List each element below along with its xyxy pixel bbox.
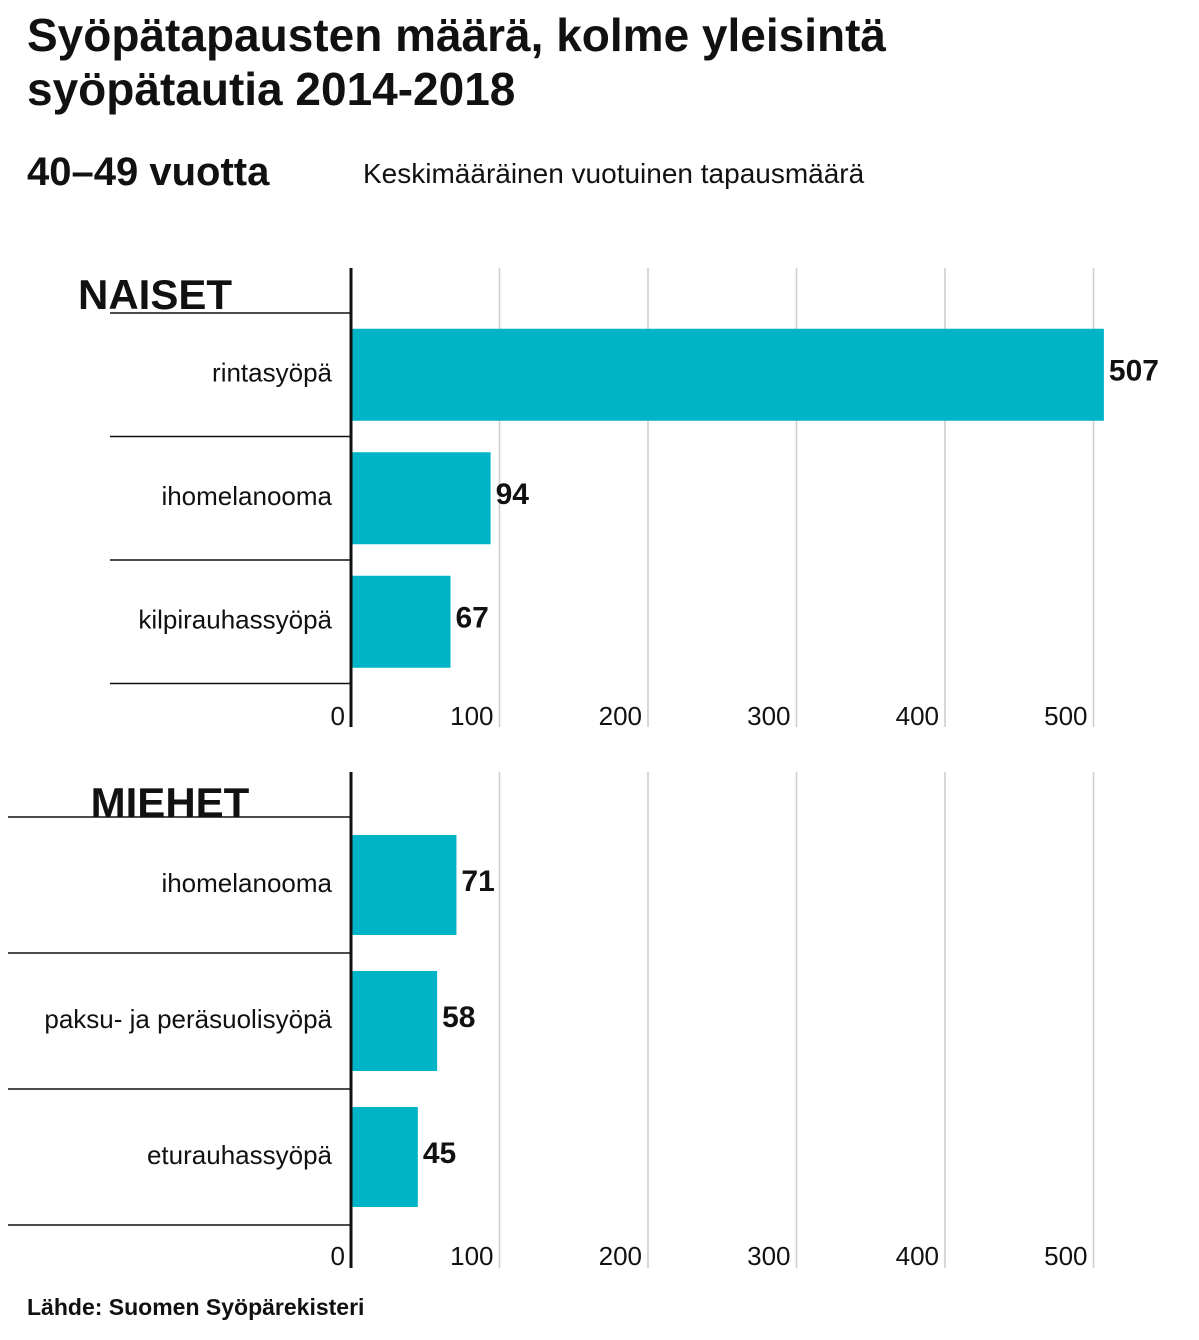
miehet-panel-title: MIEHET (91, 779, 250, 826)
miehet-value-label-0: 71 (461, 865, 494, 898)
miehet-value-label-2: 45 (423, 1137, 456, 1170)
source-note: Lähde: Suomen Syöpärekisteri (27, 1294, 365, 1320)
naiset-tick-label-400: 400 (896, 701, 939, 731)
age-group-subtitle: 40–49 vuotta (27, 150, 270, 194)
miehet-tick-label-500: 500 (1044, 1241, 1087, 1271)
chart-title: Syöpätapausten määrä, kolme yleisintä sy… (27, 9, 887, 115)
naiset-tick-label-0: 0 (331, 701, 345, 731)
miehet-tick-label-400: 400 (896, 1241, 939, 1271)
naiset-tick-label-300: 300 (747, 701, 790, 731)
miehet-category-label-2: eturauhassyöpä (147, 1140, 333, 1170)
naiset-tick-label-500: 500 (1044, 701, 1087, 731)
miehet-bar-2 (351, 1107, 418, 1207)
naiset-value-label-1: 94 (496, 478, 530, 511)
naiset-bar-1 (351, 452, 491, 545)
miehet-bar-1 (351, 971, 438, 1071)
miehet-category-label-0: ihomelanooma (161, 868, 332, 898)
naiset-value-label-2: 67 (455, 602, 488, 635)
naiset-category-label-1: ihomelanooma (161, 481, 332, 511)
miehet-bar-0 (351, 835, 457, 935)
naiset-value-label-0: 507 (1109, 355, 1159, 388)
naiset-tick-label-100: 100 (450, 701, 493, 731)
naiset-tick-label-200: 200 (599, 701, 642, 731)
naiset-bar-2 (351, 575, 451, 668)
miehet-tick-label-100: 100 (450, 1241, 493, 1271)
naiset-category-label-0: rintasyöpä (212, 358, 332, 388)
miehet-tick-label-300: 300 (747, 1241, 790, 1271)
miehet-tick-label-200: 200 (599, 1241, 642, 1271)
measure-description: Keskimääräinen vuotuinen tapausmäärä (363, 158, 865, 189)
naiset-bar-0 (351, 328, 1104, 421)
naiset-panel-title: NAISET (78, 271, 232, 318)
miehet-value-label-1: 58 (442, 1001, 475, 1034)
miehet-category-label-1: paksu- ja peräsuolisyöpä (44, 1004, 332, 1034)
miehet-tick-label-0: 0 (331, 1241, 345, 1271)
naiset-category-label-2: kilpirauhassyöpä (138, 605, 332, 635)
